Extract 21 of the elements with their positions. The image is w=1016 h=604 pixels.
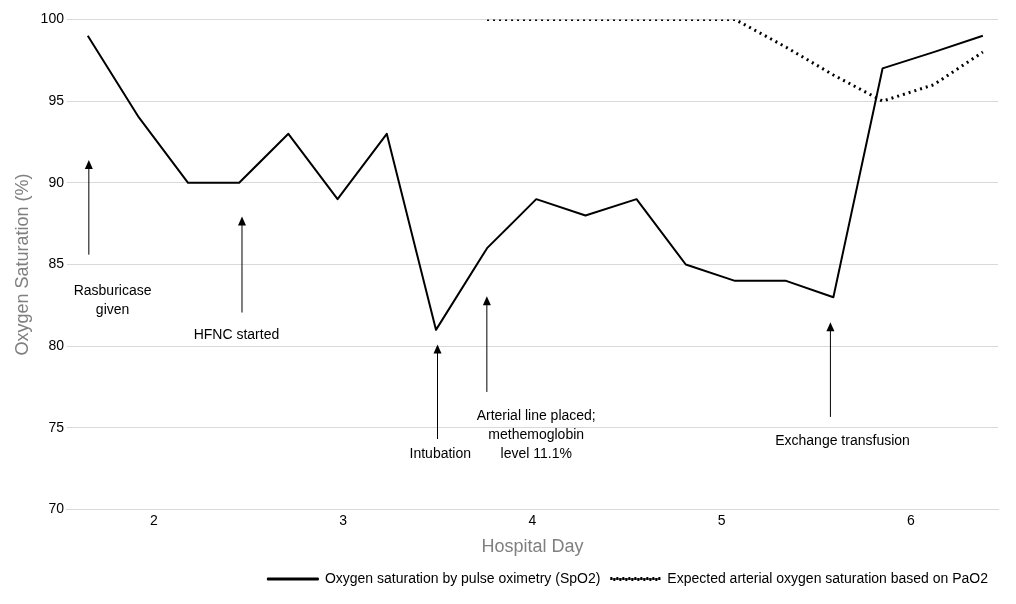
y-tick-label: 85 bbox=[48, 255, 65, 272]
annotation: Arterial line placed; methemoglobin level 11.1% bbox=[476, 406, 596, 461]
annotation: Intubation bbox=[409, 444, 472, 461]
x-tick-label: 5 bbox=[717, 511, 726, 528]
y-tick-label: 80 bbox=[48, 337, 65, 354]
y-tick-label: 90 bbox=[48, 173, 65, 190]
y-tick-label: 100 bbox=[40, 10, 65, 27]
annotation: HFNC started bbox=[193, 326, 280, 343]
x-tick-label: 3 bbox=[339, 511, 348, 528]
y-tick-label: 95 bbox=[48, 91, 65, 108]
x-tick-label: 2 bbox=[150, 511, 159, 528]
y-axis-title: Oxygen Saturation (%) bbox=[11, 173, 32, 356]
y-tick-label: 70 bbox=[48, 500, 65, 517]
annotation: Rasburicase given bbox=[73, 281, 152, 317]
y-tick-label: 75 bbox=[48, 418, 65, 435]
annotation: Exchange transfusion bbox=[775, 431, 910, 448]
x-tick-label: 4 bbox=[528, 511, 537, 528]
x-axis-title: Hospital Day bbox=[481, 536, 584, 557]
legend-label: Expected arterial oxygen saturation based on PaO2 bbox=[667, 569, 989, 586]
x-tick-label: 6 bbox=[907, 511, 916, 528]
legend-label: Oxygen saturation by pulse oximetry (SpO2) bbox=[324, 569, 601, 586]
